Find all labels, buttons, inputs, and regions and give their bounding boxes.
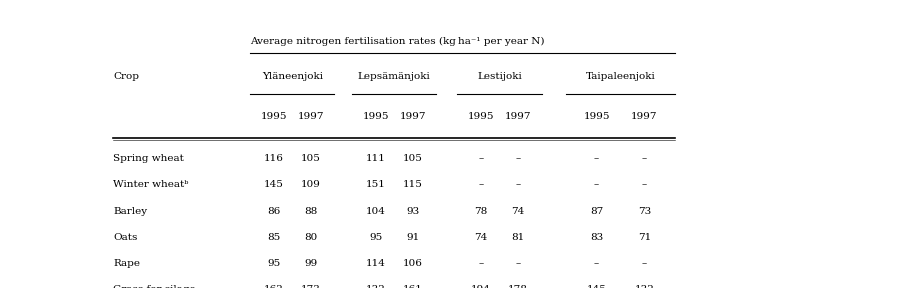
Text: 115: 115 <box>402 180 422 190</box>
Text: 95: 95 <box>267 259 280 268</box>
Text: 109: 109 <box>301 180 321 190</box>
Text: 95: 95 <box>369 233 382 242</box>
Text: Spring wheat: Spring wheat <box>113 154 184 163</box>
Text: 194: 194 <box>471 285 491 288</box>
Text: 80: 80 <box>304 233 317 242</box>
Text: 1995: 1995 <box>583 112 610 121</box>
Text: Taipaleenjoki: Taipaleenjoki <box>585 72 655 81</box>
Text: 111: 111 <box>366 154 386 163</box>
Text: 116: 116 <box>264 154 284 163</box>
Text: Oats: Oats <box>113 233 138 242</box>
Text: 99: 99 <box>304 259 317 268</box>
Text: 114: 114 <box>366 259 386 268</box>
Text: –: – <box>516 259 521 268</box>
Text: 173: 173 <box>301 285 321 288</box>
Text: 1995: 1995 <box>467 112 494 121</box>
Text: 132: 132 <box>366 285 386 288</box>
Text: 1997: 1997 <box>297 112 324 121</box>
Text: 162: 162 <box>264 285 284 288</box>
Text: Lestijoki: Lestijoki <box>477 72 522 81</box>
Text: –: – <box>641 154 647 163</box>
Text: –: – <box>594 259 599 268</box>
Text: 178: 178 <box>508 285 528 288</box>
Text: –: – <box>594 154 599 163</box>
Text: –: – <box>478 154 484 163</box>
Text: Average nitrogen fertilisation rates (kg ha⁻¹ per year N): Average nitrogen fertilisation rates (kg… <box>250 37 545 46</box>
Text: –: – <box>641 259 647 268</box>
Text: 93: 93 <box>406 206 419 216</box>
Text: 73: 73 <box>638 206 651 216</box>
Text: Barley: Barley <box>113 206 148 216</box>
Text: 1997: 1997 <box>505 112 531 121</box>
Text: 1997: 1997 <box>400 112 426 121</box>
Text: 1995: 1995 <box>261 112 287 121</box>
Text: 106: 106 <box>402 259 422 268</box>
Text: 145: 145 <box>264 180 284 190</box>
Text: –: – <box>516 154 521 163</box>
Text: 86: 86 <box>267 206 280 216</box>
Text: –: – <box>478 180 484 190</box>
Text: 91: 91 <box>406 233 419 242</box>
Text: 83: 83 <box>590 233 603 242</box>
Text: 132: 132 <box>634 285 654 288</box>
Text: Grass for silage: Grass for silage <box>113 285 196 288</box>
Text: 81: 81 <box>511 233 525 242</box>
Text: –: – <box>641 180 647 190</box>
Text: 1997: 1997 <box>631 112 658 121</box>
Text: 74: 74 <box>511 206 525 216</box>
Text: 104: 104 <box>366 206 386 216</box>
Text: 71: 71 <box>638 233 651 242</box>
Text: –: – <box>478 259 484 268</box>
Text: 105: 105 <box>301 154 321 163</box>
Text: Rape: Rape <box>113 259 140 268</box>
Text: –: – <box>594 180 599 190</box>
Text: Yläneenjoki: Yläneenjoki <box>262 72 323 81</box>
Text: –: – <box>516 180 521 190</box>
Text: 105: 105 <box>402 154 422 163</box>
Text: 74: 74 <box>474 233 487 242</box>
Text: 161: 161 <box>402 285 422 288</box>
Text: 78: 78 <box>474 206 487 216</box>
Text: 145: 145 <box>587 285 606 288</box>
Text: Winter wheatᵇ: Winter wheatᵇ <box>113 180 188 190</box>
Text: 87: 87 <box>590 206 603 216</box>
Text: 1995: 1995 <box>362 112 389 121</box>
Text: 151: 151 <box>366 180 386 190</box>
Text: Lepsämänjoki: Lepsämänjoki <box>358 72 430 81</box>
Text: 88: 88 <box>304 206 317 216</box>
Text: Crop: Crop <box>113 72 140 81</box>
Text: 85: 85 <box>267 233 280 242</box>
